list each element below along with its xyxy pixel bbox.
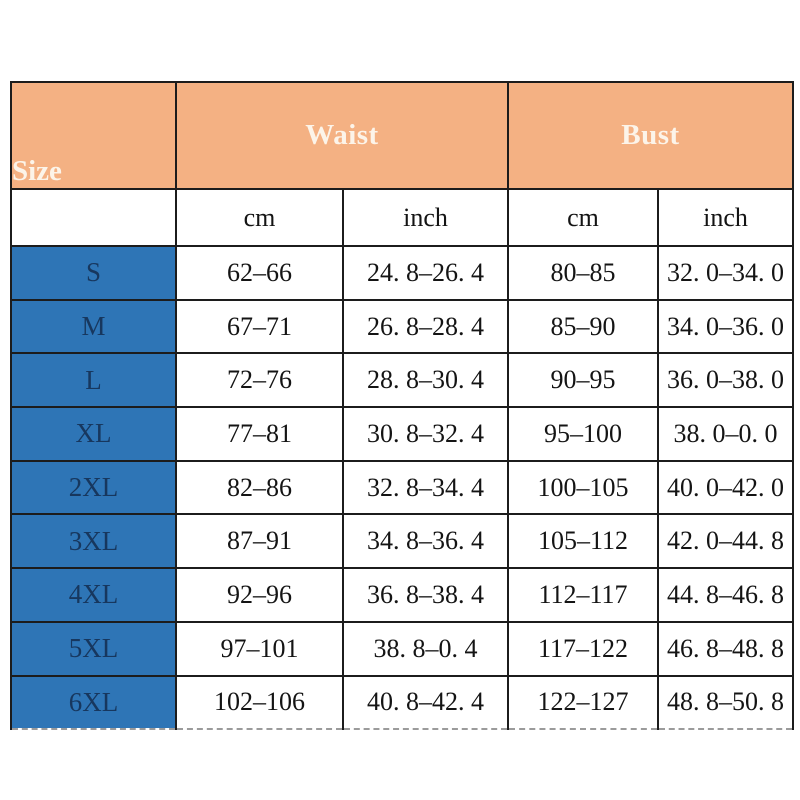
value-cell: 36. 0–38. 0	[657, 352, 794, 409]
size-cell: 3XL	[10, 513, 177, 570]
value-cell: 105–112	[507, 513, 659, 570]
size-cell: 4XL	[10, 567, 177, 623]
value-cell: 46. 8–48. 8	[657, 620, 794, 677]
value-cell: 82–86	[175, 459, 344, 516]
table-row: XL 77–81 30. 8–32. 4 95–100 38. 0–0. 0	[10, 406, 794, 462]
value-cell: 40. 0–42. 0	[657, 459, 794, 516]
value-cell: 44. 8–46. 8	[657, 567, 794, 623]
value-cell: 102–106	[175, 674, 344, 731]
value-cell: 97–101	[175, 620, 344, 677]
bust-group-header: Bust	[507, 81, 794, 190]
value-cell: 100–105	[507, 459, 659, 516]
value-cell: 87–91	[175, 513, 344, 570]
table-row: 6XL 102–106 40. 8–42. 4 122–127 48. 8–50…	[10, 674, 794, 731]
value-cell: 30. 8–32. 4	[342, 406, 509, 462]
table-row: 2XL 82–86 32. 8–34. 4 100–105 40. 0–42. …	[10, 459, 794, 516]
value-cell: 34. 0–36. 0	[657, 298, 794, 355]
value-cell: 40. 8–42. 4	[342, 674, 509, 731]
value-cell: 38. 0–0. 0	[657, 406, 794, 462]
bust-cm-unit-header: cm	[507, 188, 659, 247]
waist-inch-unit-header: inch	[342, 188, 509, 247]
value-cell: 85–90	[507, 298, 659, 355]
bust-inch-unit-header: inch	[657, 188, 794, 247]
size-cell: L	[10, 352, 177, 409]
size-cell: 2XL	[10, 459, 177, 516]
table-row: M 67–71 26. 8–28. 4 85–90 34. 0–36. 0	[10, 298, 794, 355]
table-row: 5XL 97–101 38. 8–0. 4 117–122 46. 8–48. …	[10, 620, 794, 677]
waist-group-header: Waist	[175, 81, 509, 190]
value-cell: 32. 8–34. 4	[342, 459, 509, 516]
value-cell: 80–85	[507, 245, 659, 301]
waist-cm-unit-header: cm	[175, 188, 344, 247]
value-cell: 72–76	[175, 352, 344, 409]
value-cell: 122–127	[507, 674, 659, 731]
size-cell: 5XL	[10, 620, 177, 677]
value-cell: 28. 8–30. 4	[342, 352, 509, 409]
size-chart: Size Waist Bust cm inch cm inch S 62–66 …	[10, 81, 794, 731]
table-row: 4XL 92–96 36. 8–38. 4 112–117 44. 8–46. …	[10, 567, 794, 623]
size-cell: M	[10, 298, 177, 355]
size-cell: S	[10, 245, 177, 301]
value-cell: 117–122	[507, 620, 659, 677]
value-cell: 24. 8–26. 4	[342, 245, 509, 301]
value-cell: 32. 0–34. 0	[657, 245, 794, 301]
value-cell: 48. 8–50. 8	[657, 674, 794, 731]
table-row: 3XL 87–91 34. 8–36. 4 105–112 42. 0–44. …	[10, 513, 794, 570]
value-cell: 90–95	[507, 352, 659, 409]
table-row: S 62–66 24. 8–26. 4 80–85 32. 0–34. 0	[10, 245, 794, 301]
value-cell: 38. 8–0. 4	[342, 620, 509, 677]
blank-corner-cell	[10, 188, 177, 247]
value-cell: 62–66	[175, 245, 344, 301]
size-chart-table: Size Waist Bust cm inch cm inch S 62–66 …	[10, 81, 794, 731]
value-cell: 36. 8–38. 4	[342, 567, 509, 623]
value-cell: 95–100	[507, 406, 659, 462]
units-row: cm inch cm inch	[10, 188, 794, 247]
value-cell: 67–71	[175, 298, 344, 355]
size-cell: 6XL	[10, 674, 177, 731]
value-cell: 42. 0–44. 8	[657, 513, 794, 570]
table-row: L 72–76 28. 8–30. 4 90–95 36. 0–38. 0	[10, 352, 794, 409]
value-cell: 77–81	[175, 406, 344, 462]
value-cell: 92–96	[175, 567, 344, 623]
size-cell: XL	[10, 406, 177, 462]
value-cell: 34. 8–36. 4	[342, 513, 509, 570]
size-column-header: Size	[10, 81, 177, 190]
value-cell: 26. 8–28. 4	[342, 298, 509, 355]
value-cell: 112–117	[507, 567, 659, 623]
header-row: Size Waist Bust	[10, 81, 794, 190]
